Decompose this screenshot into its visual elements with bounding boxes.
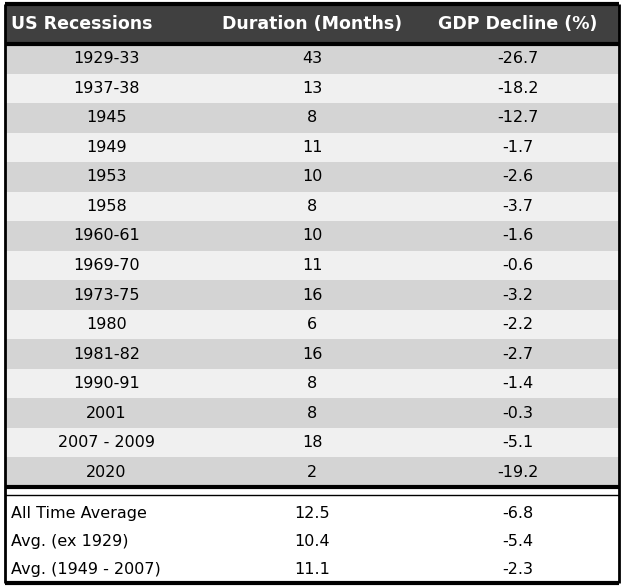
Text: -5.1: -5.1: [502, 435, 534, 450]
Text: 43: 43: [302, 51, 322, 66]
Text: -0.6: -0.6: [502, 258, 534, 273]
Text: 1945: 1945: [86, 110, 127, 126]
Text: 2020: 2020: [86, 465, 127, 480]
Text: 11: 11: [302, 258, 322, 273]
Text: -5.4: -5.4: [502, 534, 534, 548]
Text: 8: 8: [307, 110, 317, 126]
Text: 16: 16: [302, 346, 322, 362]
Text: 6: 6: [307, 317, 317, 332]
Text: 8: 8: [307, 376, 317, 391]
Text: 10: 10: [302, 228, 322, 244]
Bar: [5, 369, 619, 399]
Bar: [5, 4, 619, 44]
Text: 1929-33: 1929-33: [73, 51, 140, 66]
Bar: [5, 192, 619, 221]
Text: 1958: 1958: [86, 199, 127, 214]
Text: 1960-61: 1960-61: [73, 228, 140, 244]
Bar: [5, 73, 619, 103]
Text: 10.4: 10.4: [294, 534, 330, 548]
Text: -26.7: -26.7: [497, 51, 539, 66]
Text: 1953: 1953: [86, 170, 127, 184]
Text: US Recessions: US Recessions: [11, 15, 152, 33]
Text: -3.7: -3.7: [502, 199, 533, 214]
Text: 1981-82: 1981-82: [73, 346, 140, 362]
Text: 1969-70: 1969-70: [73, 258, 140, 273]
Bar: [5, 133, 619, 162]
Text: 12.5: 12.5: [294, 505, 330, 521]
Text: -3.2: -3.2: [502, 288, 533, 302]
Text: -1.6: -1.6: [502, 228, 534, 244]
Text: 2: 2: [307, 465, 317, 480]
Text: 16: 16: [302, 288, 322, 302]
Text: -1.7: -1.7: [502, 140, 534, 155]
Text: 10: 10: [302, 170, 322, 184]
Bar: [5, 499, 619, 527]
Text: 1937-38: 1937-38: [73, 81, 140, 96]
Text: 11: 11: [302, 140, 322, 155]
Text: -6.8: -6.8: [502, 505, 534, 521]
Text: -19.2: -19.2: [497, 465, 539, 480]
Text: 13: 13: [302, 81, 322, 96]
Text: -2.3: -2.3: [502, 562, 533, 576]
Text: 1949: 1949: [86, 140, 127, 155]
Text: 11.1: 11.1: [294, 562, 330, 576]
Bar: [5, 103, 619, 133]
Bar: [5, 251, 619, 280]
Text: 8: 8: [307, 406, 317, 421]
Text: -2.7: -2.7: [502, 346, 534, 362]
Text: -18.2: -18.2: [497, 81, 539, 96]
Text: -0.3: -0.3: [502, 406, 533, 421]
Text: 18: 18: [302, 435, 322, 450]
Text: 1990-91: 1990-91: [73, 376, 140, 391]
Text: 2001: 2001: [86, 406, 127, 421]
Bar: [5, 428, 619, 457]
Bar: [5, 280, 619, 310]
Text: 1980: 1980: [86, 317, 127, 332]
Text: 2007 - 2009: 2007 - 2009: [58, 435, 155, 450]
Text: 1973-75: 1973-75: [73, 288, 140, 302]
Bar: [5, 457, 619, 487]
Text: Avg. (ex 1929): Avg. (ex 1929): [11, 534, 129, 548]
Text: -1.4: -1.4: [502, 376, 534, 391]
Bar: [5, 339, 619, 369]
Text: -2.2: -2.2: [502, 317, 534, 332]
Text: 8: 8: [307, 199, 317, 214]
Text: GDP Decline (%): GDP Decline (%): [438, 15, 597, 33]
Bar: [5, 555, 619, 583]
Bar: [5, 310, 619, 339]
Text: Avg. (1949 - 2007): Avg. (1949 - 2007): [11, 562, 161, 576]
Text: All Time Average: All Time Average: [11, 505, 147, 521]
Text: Duration (Months): Duration (Months): [222, 15, 402, 33]
Bar: [5, 527, 619, 555]
Bar: [5, 399, 619, 428]
Bar: [5, 221, 619, 251]
Bar: [5, 44, 619, 73]
Bar: [5, 162, 619, 192]
Text: -12.7: -12.7: [497, 110, 539, 126]
Text: -2.6: -2.6: [502, 170, 534, 184]
